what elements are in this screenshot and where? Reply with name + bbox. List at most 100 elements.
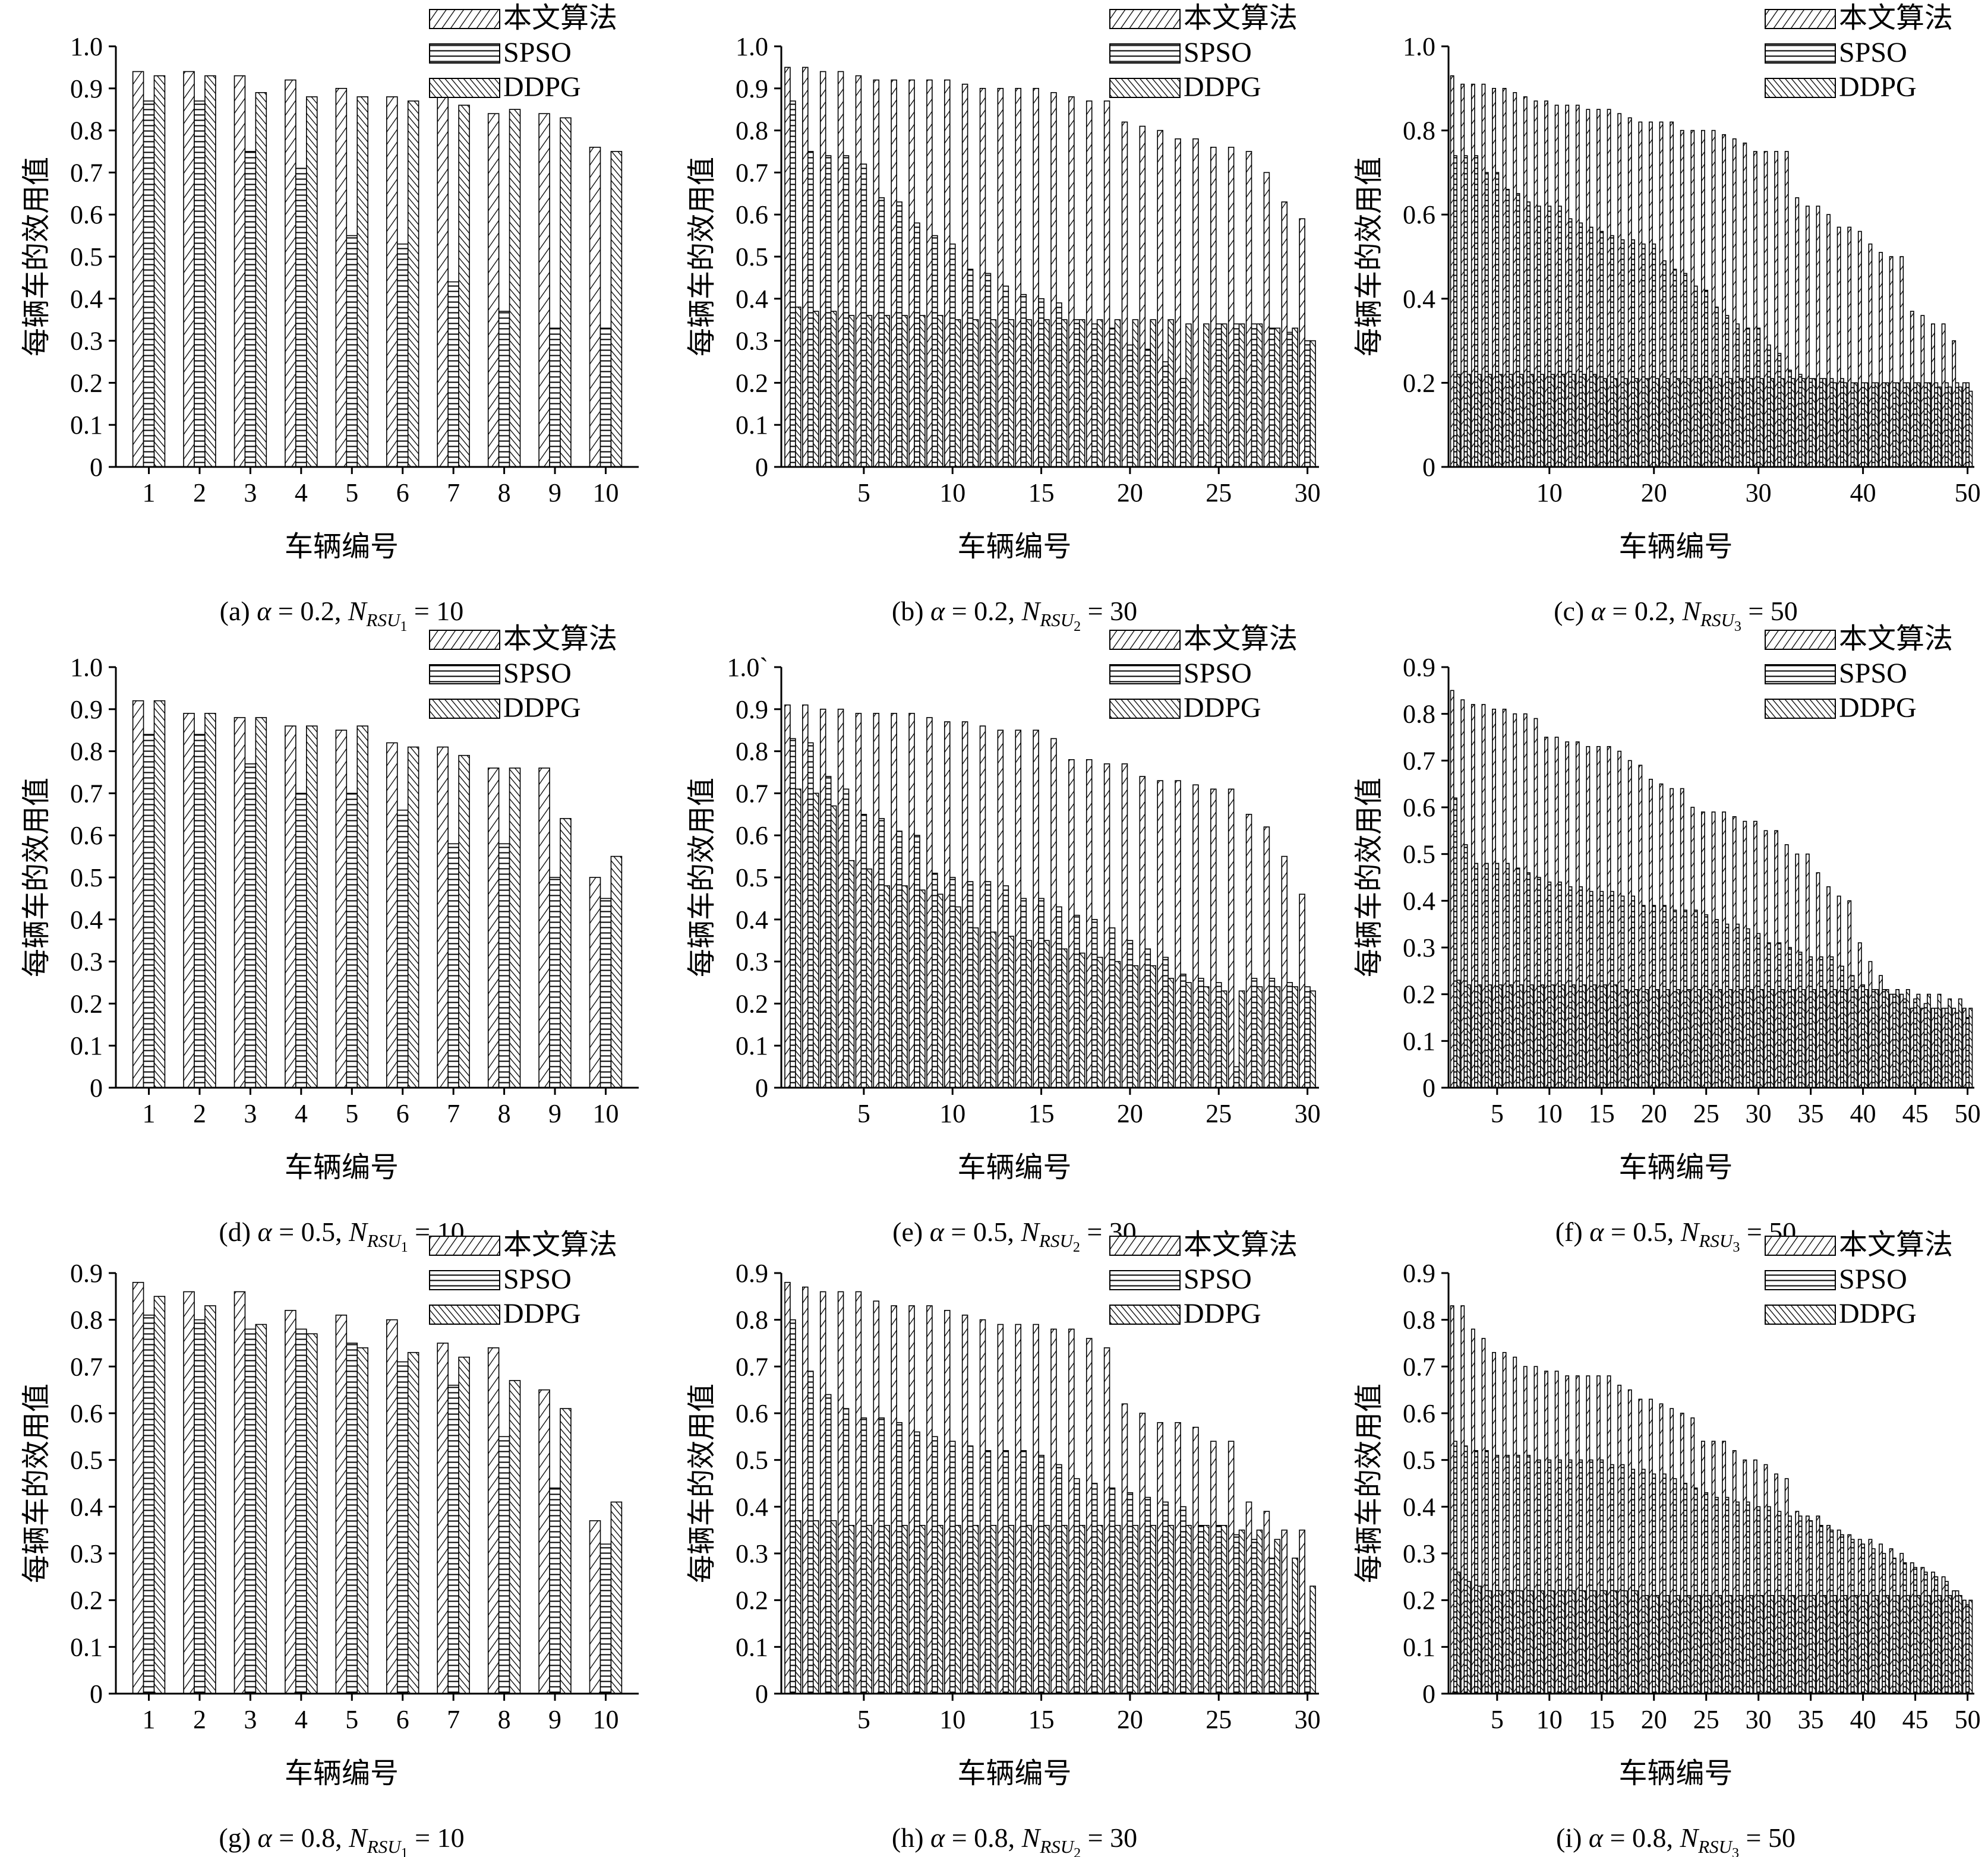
- y-axis-title: 每辆车的效用值: [21, 778, 52, 977]
- bar-e-s2-2: [812, 792, 819, 1088]
- bar-d-s1-8: [498, 843, 510, 1088]
- bar-f-s2-32: [1780, 989, 1785, 1088]
- bar-h-s2-10: [954, 1525, 961, 1694]
- legend-label: DDPG: [1184, 692, 1261, 724]
- bar-h-s1-21: [1144, 1496, 1151, 1694]
- bar-h-s1-23: [1180, 1506, 1187, 1694]
- bar-g-s1-7: [447, 1385, 459, 1694]
- bar-c-s2-13: [1582, 374, 1586, 468]
- bar-i-s2-2: [1466, 1581, 1471, 1694]
- bar-c-s2-16: [1613, 378, 1618, 468]
- bar-b-s2-17: [1078, 319, 1085, 468]
- bar-i-s2-42: [1885, 1595, 1889, 1694]
- bar-b-s0-24: [1192, 138, 1199, 468]
- bar-e-s2-23: [1185, 982, 1192, 1088]
- bar-h-s1-16: [1056, 1464, 1062, 1694]
- bar-g-s1-5: [346, 1343, 358, 1694]
- bar-c-s2-24: [1696, 378, 1701, 468]
- panel-caption: (b) α = 0.2, NRSU2 = 30: [892, 596, 1137, 634]
- bar-i-s2-41: [1875, 1595, 1879, 1694]
- y-tick-label: 0.6: [1403, 1399, 1435, 1428]
- x-tick-label: 5: [857, 1705, 870, 1734]
- bar-e-s1-24: [1198, 978, 1204, 1088]
- bar-h-s1-1: [790, 1319, 796, 1694]
- bar-e-s0-14: [1015, 729, 1022, 1088]
- bar-f-s2-9: [1540, 984, 1544, 1088]
- bar-h-s0-24: [1192, 1426, 1199, 1694]
- y-tick-label: 0.7: [736, 1352, 768, 1381]
- bar-i-s2-3: [1477, 1586, 1482, 1694]
- bar-i-s2-18: [1634, 1590, 1639, 1694]
- legend-label: DDPG: [1839, 1298, 1917, 1329]
- bar-b-s0-30: [1299, 218, 1305, 468]
- bar-d-s0-10: [589, 877, 601, 1088]
- bar-h-s1-14: [1020, 1450, 1027, 1694]
- bar-e-s2-14: [1025, 940, 1032, 1088]
- x-tick-label: 30: [1295, 478, 1321, 507]
- bar-e-s1-6: [878, 818, 885, 1088]
- x-tick-label: 5: [345, 478, 358, 507]
- bar-b-s2-11: [972, 319, 979, 468]
- y-tick-label: 0.2: [736, 368, 768, 397]
- bar-b-s2-20: [1132, 319, 1139, 468]
- bar-e-s1-9: [932, 873, 938, 1088]
- y-tick-label: 0.5: [736, 242, 768, 271]
- x-tick-label: 2: [193, 478, 206, 507]
- legend-swatch: [1765, 1305, 1836, 1325]
- bar-i-s2-48: [1948, 1595, 1952, 1694]
- bar-i-s2-36: [1822, 1595, 1826, 1694]
- bar-i-s2-23: [1686, 1595, 1691, 1694]
- y-tick-label: 1.0: [70, 32, 103, 61]
- x-tick-label: 50: [1955, 1099, 1981, 1128]
- bar-a-s2-1: [153, 75, 166, 468]
- bar-h-s0-22: [1157, 1422, 1163, 1694]
- bar-e-s2-30: [1309, 990, 1316, 1088]
- bar-a-s0-2: [183, 71, 195, 468]
- y-tick-label: 0.2: [1403, 368, 1435, 397]
- bar-b-s2-14: [1025, 319, 1032, 468]
- bar-f-s2-19: [1644, 989, 1649, 1088]
- bar-g-s2-8: [509, 1380, 521, 1694]
- bar-g-s2-2: [204, 1305, 216, 1694]
- bar-i-s2-31: [1770, 1595, 1774, 1694]
- bar-a-s2-7: [458, 105, 470, 468]
- x-tick-label: 45: [1902, 1099, 1929, 1128]
- bar-c-s2-36: [1822, 378, 1826, 468]
- bar-g-s2-5: [356, 1347, 368, 1694]
- bar-e-s2-9: [937, 893, 943, 1088]
- bar-g-s0-5: [335, 1315, 348, 1694]
- bar-f-s2-44: [1905, 989, 1910, 1088]
- bar-h-s0-28: [1263, 1511, 1270, 1694]
- bar-b-s2-10: [954, 319, 961, 468]
- bar-e-s2-17: [1078, 952, 1085, 1088]
- bar-h-s0-11: [961, 1315, 968, 1694]
- x-tick-label: 45: [1902, 1705, 1929, 1734]
- bar-f-s2-42: [1885, 989, 1889, 1088]
- bar-i-s2-1: [1456, 1571, 1461, 1694]
- bar-b-s2-29: [1292, 327, 1298, 468]
- y-tick-label: 0.5: [736, 863, 768, 892]
- bar-e-s0-7: [891, 713, 897, 1088]
- legend-label: 本文算法: [503, 2, 617, 34]
- bar-c-s2-45: [1916, 382, 1921, 468]
- y-tick-label: 0.6: [70, 1399, 103, 1428]
- y-axis-title: 每辆车的效用值: [686, 778, 718, 977]
- bar-c-s2-9: [1540, 374, 1544, 468]
- bar-e-s0-27: [1245, 814, 1252, 1088]
- bar-e-s2-10: [954, 906, 961, 1088]
- bar-f-s2-1: [1456, 980, 1461, 1088]
- bar-f-s2-27: [1728, 989, 1733, 1088]
- y-tick-label: 0.8: [70, 1306, 103, 1335]
- bar-f-s2-34: [1801, 989, 1806, 1088]
- y-tick-label: 0.8: [736, 1306, 768, 1335]
- bar-e-s1-26: [1233, 1066, 1240, 1088]
- y-tick-label: 0.4: [1403, 886, 1435, 915]
- legend-label: DDPG: [503, 71, 581, 103]
- bar-e-s0-26: [1227, 788, 1235, 1088]
- bar-d-s0-5: [335, 729, 348, 1088]
- x-tick-label: 10: [939, 1705, 965, 1734]
- bar-a-s2-4: [306, 96, 318, 468]
- bar-b-s2-27: [1256, 323, 1263, 468]
